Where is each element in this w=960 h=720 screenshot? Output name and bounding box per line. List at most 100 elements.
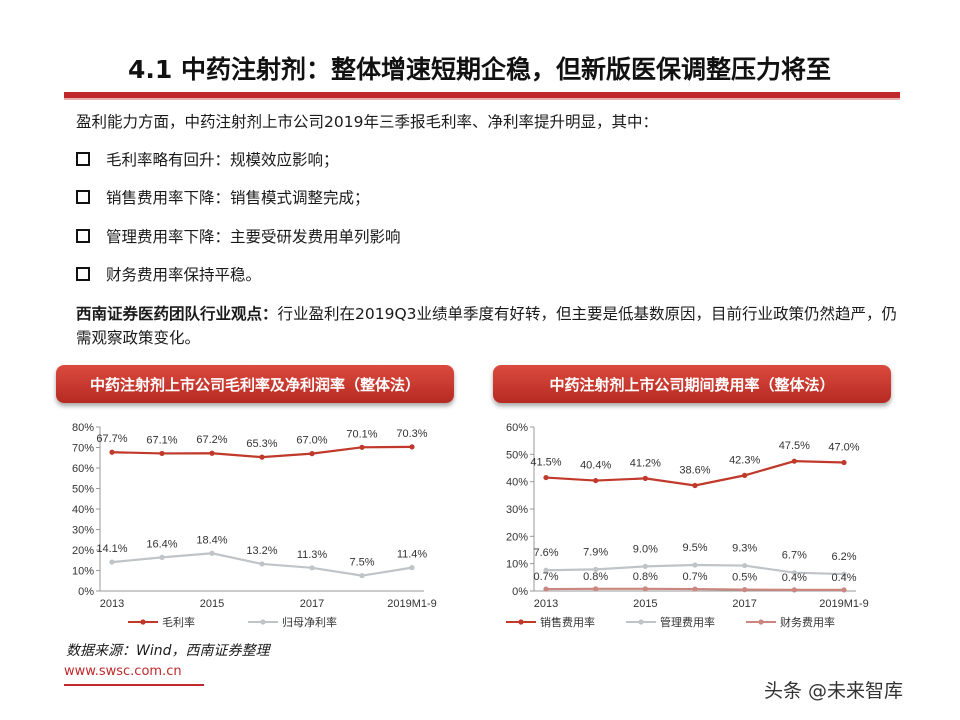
chart-title-right: 中药注射剂上市公司期间费用率（整体法）: [493, 365, 891, 403]
page-title: 4.1 中药注射剂：整体增速短期企稳，但新版医保调整压力将至: [128, 55, 831, 84]
y-tick-label: 20%: [506, 531, 528, 543]
legend-marker: [518, 619, 524, 625]
data-point: [259, 561, 265, 567]
data-point: [742, 472, 748, 478]
data-point: [642, 475, 648, 481]
data-label: 11.4%: [397, 549, 428, 561]
data-label: 70.1%: [346, 428, 377, 440]
checkbox-square-icon: [76, 229, 90, 243]
data-label: 13.2%: [246, 545, 277, 557]
data-point: [642, 563, 648, 569]
data-point: [543, 586, 549, 592]
bullet-item: 财务费用率保持平稳。: [76, 263, 261, 285]
legend-label: 归母净利率: [282, 615, 337, 629]
legend-marker: [758, 619, 764, 625]
data-point: [593, 566, 599, 573]
checkbox-square-icon: [76, 267, 90, 281]
data-point: [409, 444, 415, 450]
y-tick-label: 20%: [72, 545, 94, 557]
data-point: [841, 587, 847, 593]
data-point: [209, 450, 215, 456]
data-point: [109, 559, 115, 565]
y-tick-label: 40%: [72, 504, 94, 516]
data-label: 9.5%: [682, 542, 707, 554]
data-label: 7.9%: [583, 546, 608, 558]
y-tick-label: 0%: [78, 586, 94, 598]
watermark: 头条 @未来智库: [764, 680, 904, 702]
data-source: 数据来源：Wind，西南证券整理: [66, 643, 270, 659]
data-point: [159, 554, 165, 560]
data-label: 70.3%: [396, 428, 427, 440]
data-label: 40.4%: [580, 460, 611, 472]
x-tick-label: 2019M1-9: [387, 598, 437, 610]
data-label: 38.6%: [679, 464, 710, 476]
data-point: [692, 482, 698, 489]
data-point: [791, 458, 797, 464]
data-label: 9.0%: [633, 543, 658, 555]
legend-label: 管理费用率: [660, 615, 715, 629]
data-label: 9.3%: [732, 543, 757, 555]
data-point: [841, 571, 847, 577]
data-label: 67.7%: [96, 433, 127, 445]
data-point: [409, 565, 415, 571]
data-label: 7.5%: [349, 557, 374, 569]
data-label: 6.7%: [782, 550, 807, 562]
data-point: [543, 567, 549, 573]
x-tick-label: 2015: [200, 598, 224, 610]
data-label: 0.5%: [732, 572, 757, 584]
x-tick-label: 2013: [534, 598, 558, 610]
data-point: [259, 454, 265, 460]
bullet-item: 管理费用率下降：主要受研发费用单列影响: [76, 225, 401, 247]
data-point: [742, 587, 748, 593]
data-label: 0.7%: [682, 571, 707, 583]
y-tick-label: 0%: [512, 586, 528, 598]
data-label: 41.5%: [530, 457, 561, 469]
data-point: [359, 444, 365, 450]
margin-line-chart: 0% 10% 20% 30% 40% 50% 60% 70% 80% 2013 2015 2017 20…: [72, 422, 437, 629]
data-label: 6.2%: [831, 551, 856, 563]
title-underline: [64, 92, 900, 98]
data-label: 41.2%: [630, 457, 661, 469]
data-label: 0.7%: [533, 571, 558, 583]
y-tick-label: 30%: [72, 525, 94, 537]
data-label: 14.1%: [96, 543, 127, 555]
data-label: 0.8%: [583, 571, 608, 583]
data-point: [692, 586, 698, 592]
bullet-text: 管理费用率下降：主要受研发费用单列影响: [106, 228, 401, 246]
data-label: 7.6%: [533, 547, 558, 559]
data-point: [359, 573, 365, 579]
data-label: 16.4%: [146, 538, 177, 550]
legend-label: 毛利率: [162, 615, 195, 629]
x-tick-label: 2015: [633, 598, 657, 610]
bullet-item: 毛利率略有回升：规模效应影响；: [76, 148, 339, 170]
checkbox-square-icon: [76, 190, 90, 204]
title-underline-light: [64, 98, 900, 100]
legend-marker: [638, 619, 644, 625]
y-tick-label: 70%: [72, 443, 94, 455]
data-label: 67.1%: [146, 434, 177, 446]
y-tick-label: 80%: [72, 422, 94, 434]
data-point: [593, 586, 599, 592]
bullet-text: 销售费用率下降：销售模式调整完成；: [106, 189, 370, 207]
data-point: [692, 562, 698, 568]
team-view-text: 行业盈利在2019Q3业绩单季度有好转，但主要是低基数原因，目前行业政策仍然趋严…: [76, 305, 898, 347]
bullet-text: 财务费用率保持平稳。: [106, 266, 262, 284]
data-point: [309, 451, 315, 457]
data-point: [791, 587, 797, 593]
data-label: 0.4%: [831, 572, 856, 584]
data-label: 0.4%: [782, 572, 807, 584]
data-point: [309, 565, 315, 571]
data-label: 67.2%: [196, 434, 227, 446]
data-point: [543, 474, 549, 481]
intro-text: 盈利能力方面，中药注射剂上市公司2019年三季报毛利率、净利率提升明显，其中：: [76, 113, 658, 131]
data-label: 42.3%: [729, 454, 760, 466]
data-point: [841, 459, 847, 466]
y-tick-label: 60%: [506, 422, 528, 434]
bullet-text: 毛利率略有回升：规模效应影响；: [106, 151, 339, 169]
legend-marker: [140, 619, 146, 625]
y-tick-label: 30%: [506, 504, 528, 516]
checkbox-square-icon: [76, 152, 90, 166]
x-tick-label: 2017: [732, 598, 756, 610]
data-point: [791, 570, 797, 576]
footer-url: www.swsc.com.cn: [64, 664, 182, 679]
